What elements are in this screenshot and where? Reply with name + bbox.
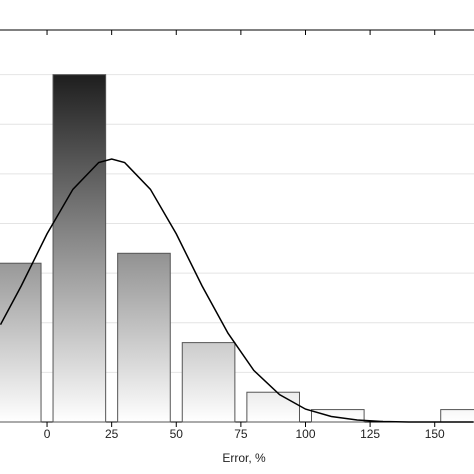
x-tick-label: 150 [425,427,445,441]
bar [117,252,171,423]
x-tick-label: 50 [170,427,184,441]
bar [440,409,474,423]
x-tick-label: 25 [105,427,119,441]
fit-curve [0,158,474,423]
bar [246,391,300,423]
x-axis-label: Error, % [222,451,266,465]
x-tick-label: 100 [295,427,315,441]
bar [181,342,236,423]
x-tick-label: 75 [234,427,248,441]
x-tick-label: 0 [44,427,51,441]
x-tick-label: 125 [360,427,380,441]
bar [0,262,42,423]
bar [52,74,107,423]
